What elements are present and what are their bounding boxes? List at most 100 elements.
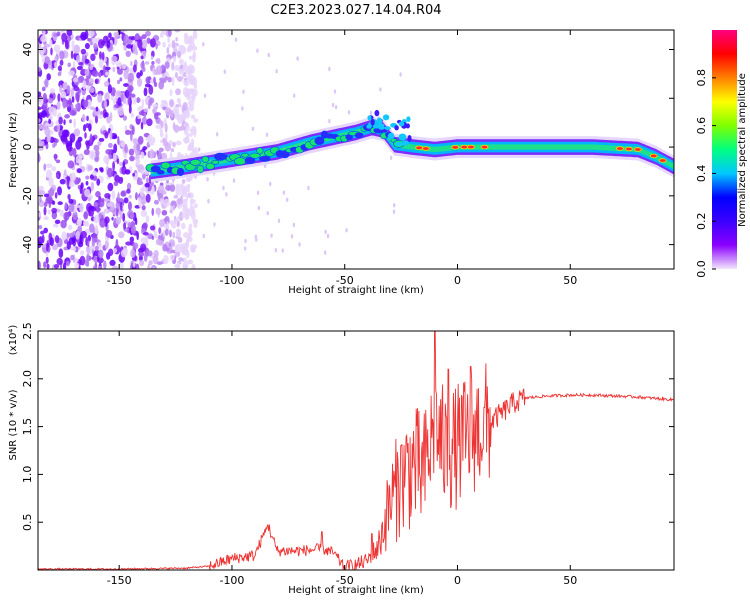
- heatmap-noise-blob: [49, 237, 54, 247]
- ridge-scatter-blob: [401, 140, 409, 146]
- heatmap-noise-blob: [75, 154, 83, 164]
- heatmap-noise-blob: [161, 30, 164, 36]
- heatmap-noise-blob: [79, 255, 86, 266]
- heatmap-noise-blob: [82, 99, 89, 108]
- heatmap-noise-blob: [132, 242, 139, 250]
- heatmap-noise-blob: [188, 133, 193, 137]
- heatmap-noise-blob: [120, 190, 126, 197]
- heatmap-noise-blob: [50, 47, 53, 56]
- heatmap-noise-blob: [122, 212, 126, 222]
- heatmap-noise-blob: [131, 125, 135, 135]
- heatmap-noise-blob: [80, 230, 87, 239]
- heatmap-noise-blob: [119, 111, 125, 116]
- heatmap-noise-blob: [172, 122, 176, 131]
- heatmap-noise-blob: [52, 143, 56, 148]
- heatmap-noise-blob: [118, 176, 124, 185]
- heatmap-noise-blob: [127, 72, 135, 83]
- heatmap-noise-blob: [80, 48, 87, 55]
- heatmap-noise-blob: [46, 195, 53, 204]
- heatmap-noise-blob: [52, 244, 59, 251]
- heatmap-noise-blob: [120, 140, 126, 148]
- heatmap-noise-blob: [140, 151, 145, 159]
- snr-x-ticks: -150 -100 -50 0 50: [107, 331, 577, 587]
- heatmap-noise-blob: [104, 216, 110, 224]
- heatmap-noise-blob: [155, 124, 162, 129]
- snr-y-tick-label: 0.5: [21, 513, 34, 531]
- heatmap-noise-blob: [193, 220, 198, 229]
- heatmap-noise-blob: [182, 101, 188, 111]
- heatmap-noise-blob: [105, 229, 113, 238]
- heatmap-noise-blob: [38, 224, 43, 230]
- heatmap-noise-blob: [182, 86, 189, 97]
- heatmap-noise-blob: [145, 215, 150, 224]
- heatmap-noise-blob: [38, 139, 43, 149]
- heatmap-noise-blob: [39, 46, 45, 56]
- heatmap-noise-blob: [84, 68, 90, 77]
- heatmap-noise-blob: [115, 238, 119, 249]
- heatmap-noise-blob: [86, 253, 90, 263]
- snr-x-tick-label: 50: [563, 574, 577, 587]
- heatmap-faint-blob: [225, 192, 228, 197]
- heatmap-faint-blob: [328, 66, 331, 72]
- heatmap-noise-blob: [152, 255, 159, 265]
- heatmap-noise-blob: [68, 70, 75, 77]
- heatmap-faint-blob: [270, 233, 273, 238]
- heatmap-noise-blob: [181, 187, 187, 196]
- heatmap-faint-blob: [298, 242, 301, 247]
- heatmap-faint-blob: [307, 185, 310, 191]
- heatmap-noise-blob: [145, 30, 151, 37]
- heatmap-noise-blob: [97, 140, 102, 146]
- heatmap-noise-blob: [87, 99, 92, 108]
- heatmap-noise-blob: [137, 114, 141, 119]
- heatmap-noise-blob: [45, 256, 49, 264]
- heatmap-noise-blob: [85, 181, 89, 186]
- heatmap-noise-blob: [135, 157, 141, 167]
- heatmap-faint-blob: [274, 247, 278, 253]
- heatmap-faint-blob: [254, 234, 257, 240]
- heatmap-noise-blob: [159, 198, 164, 205]
- heatmap-noise-blob: [79, 202, 84, 213]
- heatmap-faint-blob: [265, 132, 269, 137]
- heatmap-noise-blob: [132, 44, 138, 55]
- heatmap-faint-blob: [296, 56, 299, 61]
- heatmap-noise-blob: [38, 260, 41, 269]
- heatmap-noise-blob: [142, 146, 148, 151]
- heatmap-noise-blob: [49, 39, 53, 47]
- heatmap-noise-blob: [138, 111, 145, 116]
- heatmap-noise-blob: [188, 64, 194, 70]
- heatmap-noise-blob: [94, 150, 100, 156]
- heatmap-noise-blob: [140, 243, 147, 252]
- heatmap-noise-blob: [189, 75, 194, 82]
- heatmap-noise-blob: [132, 64, 137, 73]
- heatmap-noise-blob: [117, 136, 120, 146]
- snr-x-tick-label: -100: [219, 574, 244, 587]
- ridge-scatter-blob: [374, 109, 380, 117]
- heatmap-noise-blob: [183, 263, 189, 269]
- heatmap-noise-blob: [43, 227, 49, 234]
- heatmap-noise-blob: [145, 193, 151, 203]
- heatmap-noise-blob: [158, 227, 162, 235]
- snr-x-tick-label: 0: [454, 574, 461, 587]
- heatmap-noise-blob: [69, 133, 76, 143]
- heatmap-noise-blob: [193, 118, 199, 123]
- heatmap-noise-blob: [54, 153, 57, 162]
- heatmap-noise-blob: [80, 31, 87, 41]
- heatmap-noise-blob: [39, 195, 42, 203]
- heatmap-noise-blob: [151, 235, 155, 240]
- ridge-hotspot: [634, 147, 642, 152]
- heatmap-noise-blob: [188, 142, 194, 151]
- heatmap-noise-blob: [110, 95, 114, 101]
- heatmap-noise-blob: [141, 39, 148, 50]
- heatmap-noise-blob: [66, 232, 70, 239]
- heatmap-noise-blob: [152, 103, 159, 108]
- heatmap-y-tick-label: 0: [21, 144, 34, 151]
- heatmap-noise-blob: [144, 83, 151, 88]
- heatmap-noise-blob: [61, 231, 67, 241]
- heatmap-y-ticks: -40 -20 0 20 40: [21, 43, 674, 254]
- colorbar-ticks: 0.0 0.2 0.4 0.6 0.8: [695, 69, 716, 278]
- heatmap-faint-blob: [369, 110, 373, 116]
- heatmap-noise-blob: [103, 260, 107, 269]
- heatmap-noise-blob: [74, 204, 80, 209]
- heatmap-noise-blob: [69, 109, 77, 116]
